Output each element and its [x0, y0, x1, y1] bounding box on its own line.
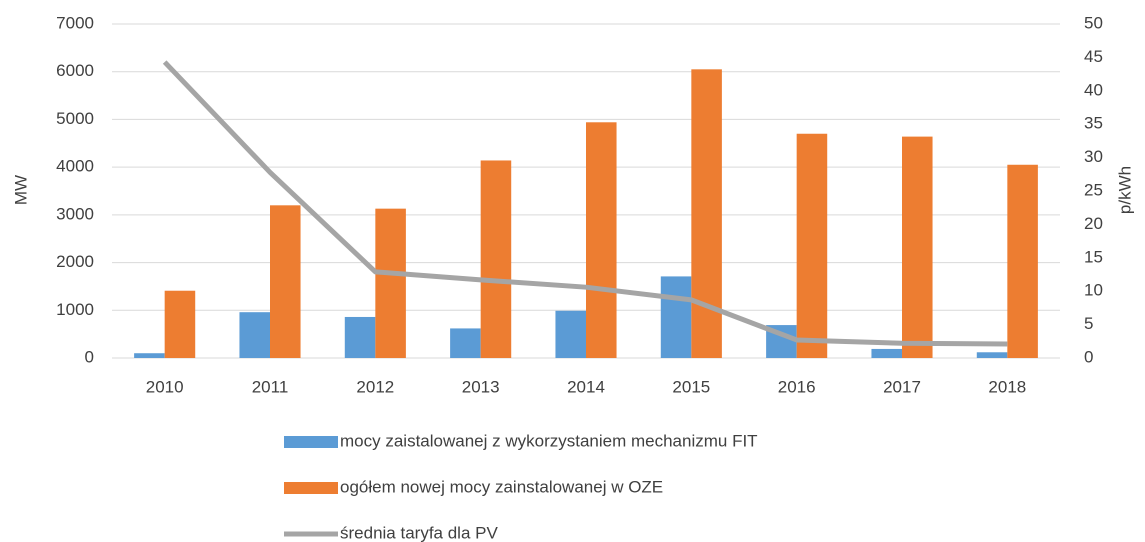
bar: [555, 310, 586, 358]
bar: [1007, 164, 1038, 358]
y2-tick-label: 50: [1084, 13, 1103, 32]
bar: [871, 348, 902, 358]
legend-label: ogółem nowej mocy zainstalowanej w OZE: [340, 477, 663, 496]
bar: [976, 352, 1008, 358]
y2-tick-label: 40: [1084, 80, 1103, 99]
y-tick-label: 1000: [56, 300, 94, 319]
y-tick-label: 3000: [56, 204, 94, 223]
y2-tick-label: 25: [1084, 180, 1103, 199]
y2-tick-label: 0: [1084, 347, 1093, 366]
bar: [480, 160, 512, 358]
x-tick-label: 2011: [252, 377, 289, 396]
x-tick-label: 2016: [778, 377, 816, 396]
bar: [134, 353, 165, 358]
bar: [586, 122, 617, 358]
y-tick-label: 7000: [56, 13, 94, 32]
y-axis-label: MW: [11, 175, 30, 205]
y2-tick-label: 30: [1084, 147, 1103, 166]
legend-label: średnia taryfa dla PV: [340, 523, 498, 542]
y-tick-label: 4000: [56, 157, 94, 176]
y-tick-label: 2000: [56, 252, 94, 271]
bar: [660, 276, 692, 358]
y-tick-label: 6000: [56, 61, 94, 80]
y2-tick-label: 10: [1084, 281, 1103, 300]
y2-tick-label: 5: [1084, 314, 1093, 333]
y2-tick-label: 20: [1084, 214, 1103, 233]
legend-swatch: [284, 482, 338, 494]
bar: [375, 208, 406, 358]
bar: [450, 328, 481, 358]
bar: [270, 205, 301, 358]
x-tick-label: 2015: [672, 377, 710, 396]
legend-label: mocy zaistalowanej z wykorzystaniem mech…: [340, 431, 758, 450]
line: [162, 60, 1008, 347]
y2-tick-label: 45: [1084, 47, 1103, 66]
y2-tick-label: 35: [1084, 114, 1103, 133]
x-tick-label: 2010: [146, 377, 184, 396]
x-tick-label: 2013: [462, 377, 500, 396]
x-tick-label: 2014: [567, 377, 605, 396]
x-tick-label: 2017: [883, 377, 921, 396]
bar: [691, 69, 722, 358]
bar: [164, 290, 196, 358]
x-tick-label: 2018: [988, 377, 1026, 396]
y2-tick-label: 15: [1084, 247, 1103, 266]
bar: [796, 133, 828, 358]
y-tick-label: 5000: [56, 109, 94, 128]
bar: [902, 136, 933, 358]
bar: [239, 312, 270, 358]
x-tick-label: 2012: [356, 377, 394, 396]
y2-axis-label: p/kWh: [1115, 166, 1134, 214]
legend-swatch: [284, 436, 338, 448]
y-tick-label: 0: [85, 347, 94, 366]
bar: [344, 316, 376, 358]
